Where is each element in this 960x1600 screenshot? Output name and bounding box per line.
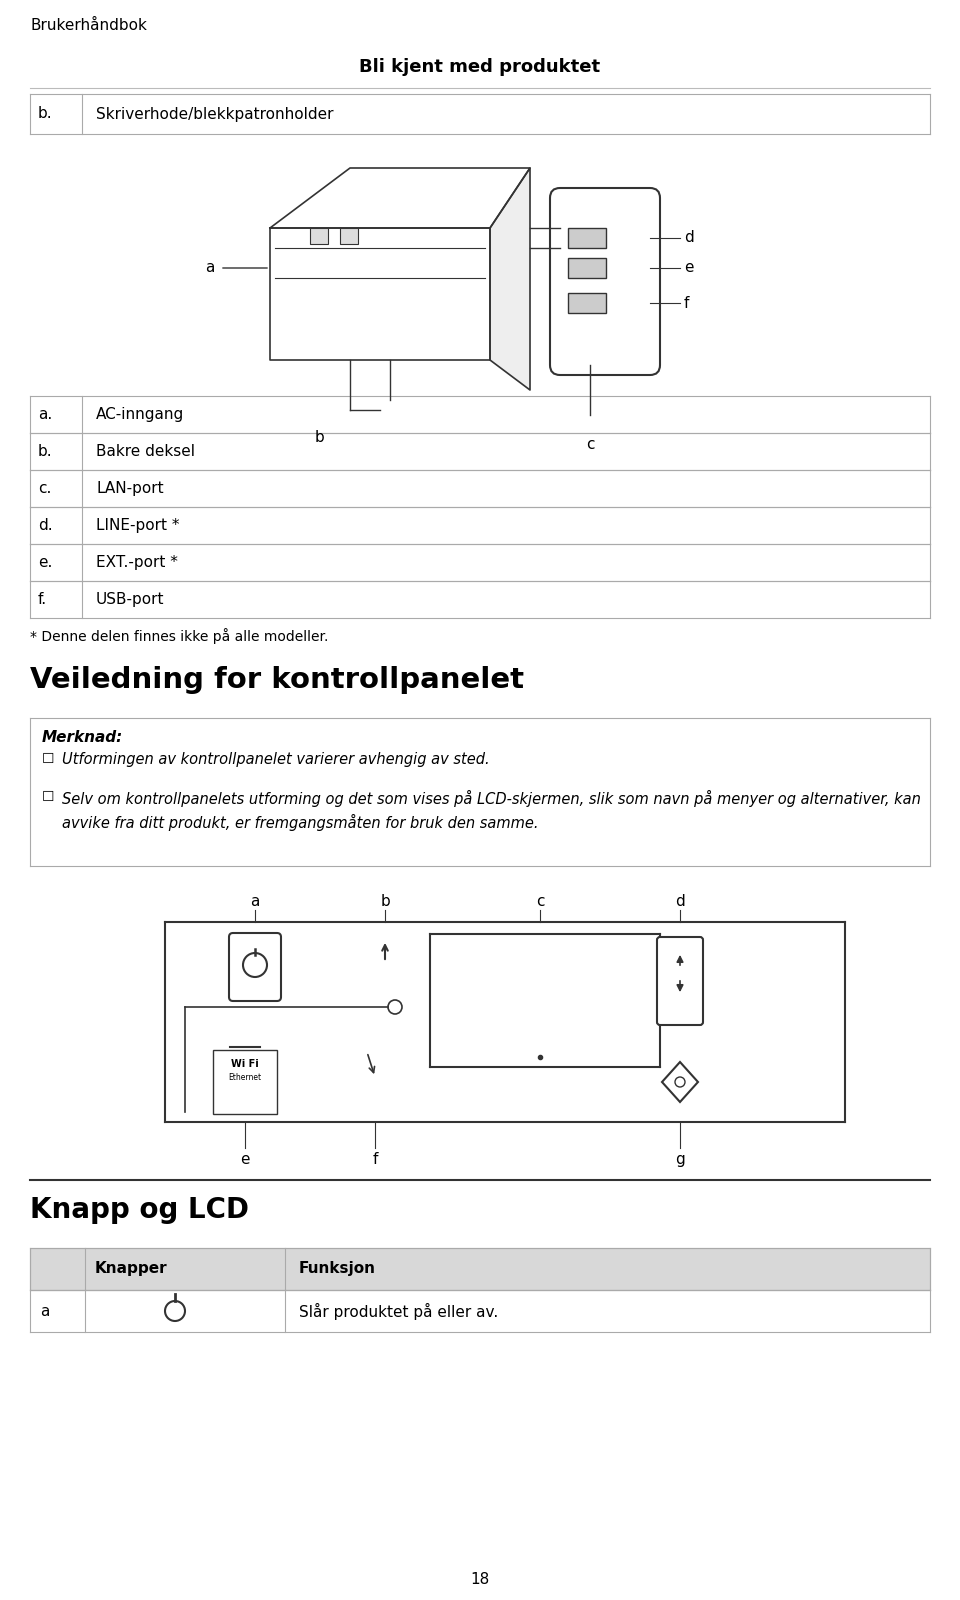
Bar	[568, 293, 606, 314]
Polygon shape	[490, 168, 530, 390]
Bar	[568, 258, 606, 278]
Text: d: d	[684, 230, 694, 245]
Text: c.: c.	[38, 482, 52, 496]
Text: d.: d.	[38, 518, 53, 533]
Text: c: c	[536, 894, 544, 909]
Bar	[340, 227, 358, 243]
Text: f: f	[372, 1152, 377, 1166]
Text: e: e	[684, 261, 693, 275]
Bar	[30, 1248, 930, 1290]
Text: * Denne delen finnes ikke på alle modeller.: * Denne delen finnes ikke på alle modell…	[30, 627, 328, 643]
Text: f.: f.	[38, 592, 47, 606]
Polygon shape	[270, 168, 530, 227]
Bar	[310, 227, 328, 243]
Text: e: e	[240, 1152, 250, 1166]
Text: d: d	[675, 894, 684, 909]
Text: b.: b.	[38, 443, 53, 459]
FancyBboxPatch shape	[213, 1050, 277, 1114]
Text: g: g	[675, 1152, 684, 1166]
Text: Veiledning for kontrollpanelet: Veiledning for kontrollpanelet	[30, 666, 524, 694]
Text: a: a	[40, 1304, 49, 1318]
Text: ☐: ☐	[42, 752, 55, 766]
Text: Utformingen av kontrollpanelet varierer avhengig av sted.: Utformingen av kontrollpanelet varierer …	[62, 752, 490, 766]
Text: a: a	[205, 261, 215, 275]
Text: AC-inngang: AC-inngang	[96, 406, 184, 422]
Text: ☐: ☐	[42, 790, 55, 803]
Text: c: c	[586, 437, 594, 451]
Text: b: b	[315, 430, 324, 445]
Text: Wi Fi: Wi Fi	[231, 1059, 259, 1069]
FancyBboxPatch shape	[229, 933, 281, 1002]
FancyBboxPatch shape	[550, 187, 660, 374]
Text: Skriverhode/blekkpatronholder: Skriverhode/blekkpatronholder	[96, 107, 333, 122]
Text: 18: 18	[470, 1571, 490, 1587]
Text: Bakre deksel: Bakre deksel	[96, 443, 195, 459]
Text: EXT.-port *: EXT.-port *	[96, 555, 178, 570]
Text: a.: a.	[38, 406, 52, 422]
Text: Bli kjent med produktet: Bli kjent med produktet	[359, 58, 601, 75]
FancyBboxPatch shape	[657, 938, 703, 1026]
Text: Brukerhåndbok: Brukerhåndbok	[30, 18, 147, 34]
Text: b.: b.	[38, 107, 53, 122]
Text: avvike fra ditt produkt, er fremgangsmåten for bruk den samme.: avvike fra ditt produkt, er fremgangsmåt…	[62, 814, 539, 830]
Text: Ethernet: Ethernet	[228, 1072, 261, 1082]
Text: a: a	[251, 894, 260, 909]
Text: b: b	[380, 894, 390, 909]
Text: Slår produktet på eller av.: Slår produktet på eller av.	[299, 1302, 498, 1320]
Text: e.: e.	[38, 555, 53, 570]
Text: Funksjon: Funksjon	[299, 1261, 376, 1277]
Bar	[568, 227, 606, 248]
Text: Knapp og LCD: Knapp og LCD	[30, 1197, 249, 1224]
Text: Knapper: Knapper	[95, 1261, 168, 1277]
Text: Selv om kontrollpanelets utforming og det som vises på LCD-skjermen, slik som na: Selv om kontrollpanelets utforming og de…	[62, 790, 921, 806]
Text: USB-port: USB-port	[96, 592, 164, 606]
Text: Merknad:: Merknad:	[42, 730, 123, 746]
Text: f: f	[684, 296, 689, 310]
Polygon shape	[662, 1062, 698, 1102]
Polygon shape	[270, 227, 490, 360]
Text: LAN-port: LAN-port	[96, 482, 163, 496]
Text: LINE-port *: LINE-port *	[96, 518, 180, 533]
